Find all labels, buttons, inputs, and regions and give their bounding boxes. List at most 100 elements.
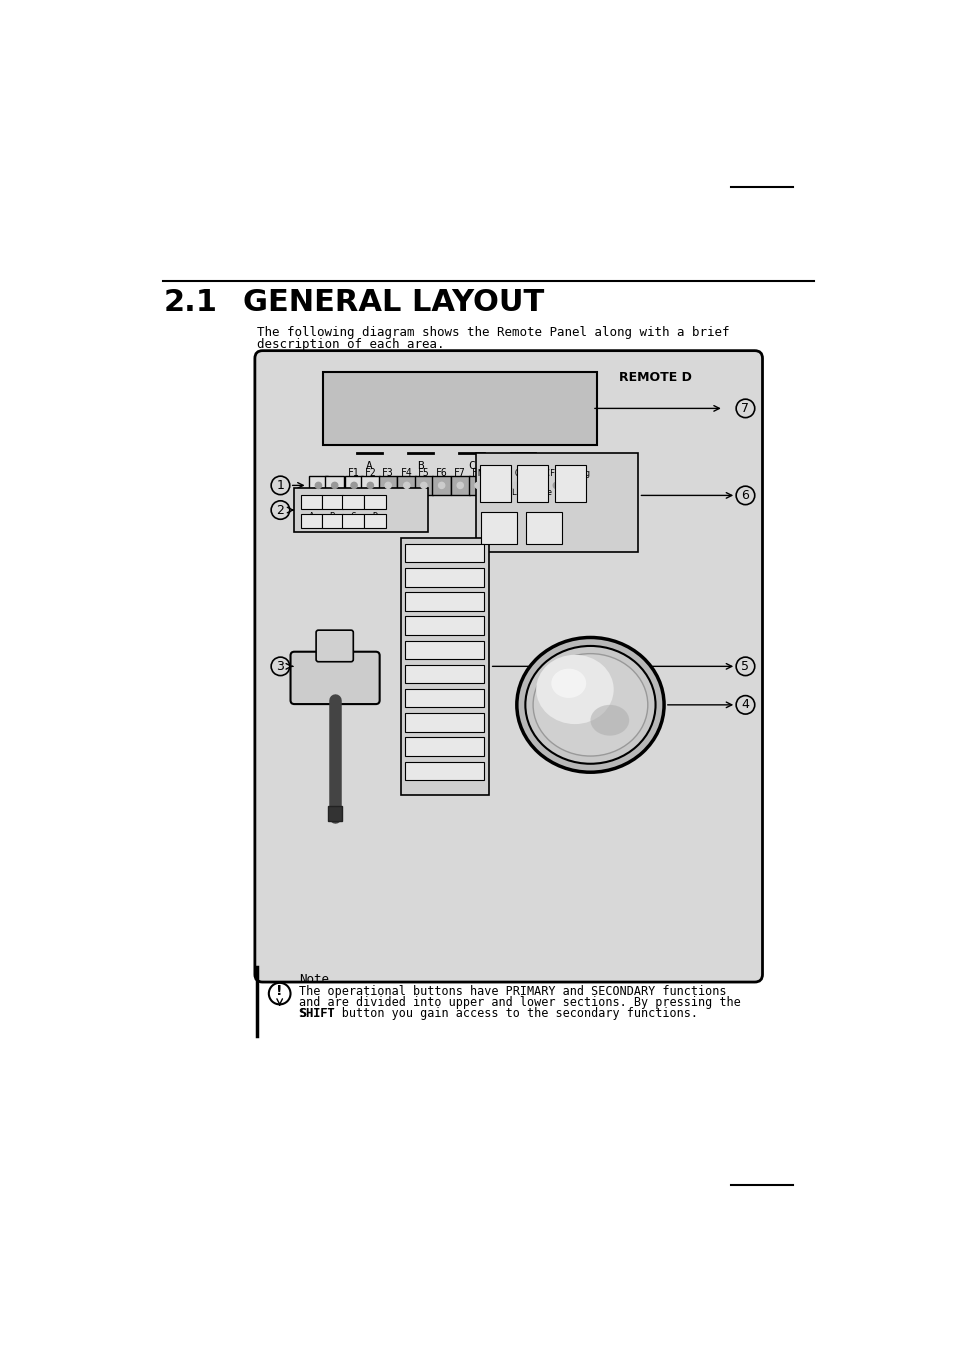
FancyBboxPatch shape (405, 544, 484, 563)
Ellipse shape (590, 705, 629, 736)
FancyBboxPatch shape (360, 477, 379, 494)
FancyBboxPatch shape (254, 351, 761, 981)
Circle shape (537, 482, 542, 489)
FancyBboxPatch shape (315, 630, 353, 662)
FancyBboxPatch shape (300, 514, 322, 528)
Text: ENTER: ENTER (542, 497, 569, 505)
FancyBboxPatch shape (405, 664, 484, 683)
Text: Loop: Loop (434, 548, 455, 558)
Text: F2: F2 (364, 468, 375, 478)
FancyBboxPatch shape (344, 477, 363, 494)
Text: Insert: Insert (428, 597, 460, 606)
FancyBboxPatch shape (364, 495, 385, 509)
Circle shape (367, 482, 373, 489)
Circle shape (512, 482, 517, 489)
FancyBboxPatch shape (405, 688, 484, 707)
Text: 2: 2 (276, 504, 284, 517)
Text: F7: F7 (454, 468, 466, 478)
Text: Mark: Mark (559, 487, 579, 497)
Text: C: C (351, 512, 355, 521)
Text: Last Cue: Last Cue (512, 487, 552, 497)
Text: Lever: Lever (431, 743, 457, 751)
Text: CLEAR: CLEAR (526, 497, 553, 505)
Text: A': A' (306, 494, 316, 504)
Text: Return: Return (483, 517, 514, 526)
Ellipse shape (551, 668, 585, 698)
Text: 4: 4 (740, 698, 749, 711)
FancyBboxPatch shape (517, 464, 547, 502)
FancyBboxPatch shape (300, 495, 322, 509)
Text: Goto IN: Goto IN (425, 645, 463, 655)
Circle shape (385, 482, 391, 489)
Text: B: B (416, 460, 424, 471)
Circle shape (420, 482, 427, 489)
FancyBboxPatch shape (321, 495, 343, 509)
Text: B: B (330, 512, 335, 521)
FancyBboxPatch shape (400, 537, 488, 795)
Text: PLST: PLST (434, 572, 455, 582)
FancyBboxPatch shape (405, 593, 484, 610)
Text: 7: 7 (740, 402, 749, 414)
FancyBboxPatch shape (364, 514, 385, 528)
Text: Goto TC: Goto TC (515, 470, 549, 478)
Circle shape (493, 482, 499, 489)
FancyBboxPatch shape (525, 512, 561, 544)
Text: A: A (366, 460, 373, 471)
FancyBboxPatch shape (451, 477, 469, 494)
Text: SHIFT: SHIFT (298, 1007, 335, 1019)
Circle shape (332, 482, 337, 489)
FancyBboxPatch shape (342, 495, 364, 509)
Text: C: C (468, 460, 475, 471)
FancyBboxPatch shape (325, 477, 344, 494)
Text: F1: F1 (348, 468, 359, 478)
Text: Take: Take (434, 767, 455, 775)
FancyBboxPatch shape (405, 568, 484, 587)
Text: 1: 1 (276, 479, 284, 491)
Text: F9: F9 (490, 468, 502, 478)
Text: C': C' (348, 494, 358, 504)
FancyBboxPatch shape (405, 641, 484, 659)
Text: PRV CTL: PRV CTL (526, 532, 561, 541)
FancyBboxPatch shape (505, 477, 524, 494)
Text: F10: F10 (506, 468, 523, 478)
Text: D': D' (369, 494, 380, 504)
Circle shape (351, 482, 356, 489)
Text: SHIFT button you gain access to the secondary functions.: SHIFT button you gain access to the seco… (298, 1007, 698, 1019)
Text: IN: IN (439, 670, 450, 679)
Ellipse shape (533, 653, 647, 756)
Text: F4: F4 (400, 468, 413, 478)
Text: and are divided into upper and lower sections. By pressing the: and are divided into upper and lower sec… (298, 996, 740, 1008)
FancyBboxPatch shape (378, 477, 397, 494)
Text: D: D (519, 460, 526, 471)
FancyBboxPatch shape (291, 652, 379, 705)
Text: 6: 6 (740, 489, 749, 502)
FancyBboxPatch shape (309, 477, 328, 494)
Text: Note: Note (298, 973, 329, 985)
FancyBboxPatch shape (487, 477, 505, 494)
Circle shape (403, 482, 410, 489)
Text: B': B' (327, 494, 337, 504)
Text: Browse: Browse (428, 621, 460, 630)
Text: 2.1: 2.1 (163, 288, 217, 317)
Text: F6: F6 (436, 468, 447, 478)
Text: RECORD: RECORD (483, 532, 514, 541)
Text: REMOTE D: REMOTE D (618, 371, 691, 385)
Text: PLAY: PLAY (485, 487, 504, 497)
FancyBboxPatch shape (405, 761, 484, 780)
Text: F5: F5 (417, 468, 429, 478)
Text: GENERAL LAYOUT: GENERAL LAYOUT (243, 288, 544, 317)
Text: The operational buttons have PRIMARY and SECONDARY functions: The operational buttons have PRIMARY and… (298, 986, 726, 998)
Circle shape (456, 482, 463, 489)
FancyBboxPatch shape (405, 617, 484, 634)
FancyBboxPatch shape (480, 512, 517, 544)
FancyBboxPatch shape (405, 737, 484, 756)
Ellipse shape (536, 655, 613, 724)
Text: MENU: MENU (308, 497, 329, 505)
FancyBboxPatch shape (555, 464, 585, 502)
Text: Fast Jog: Fast Jog (550, 470, 590, 478)
FancyBboxPatch shape (530, 477, 549, 494)
Text: Page: Page (534, 517, 554, 526)
Text: description of each area.: description of each area. (257, 338, 444, 351)
Text: !: ! (276, 984, 283, 998)
Text: F8: F8 (472, 468, 483, 478)
